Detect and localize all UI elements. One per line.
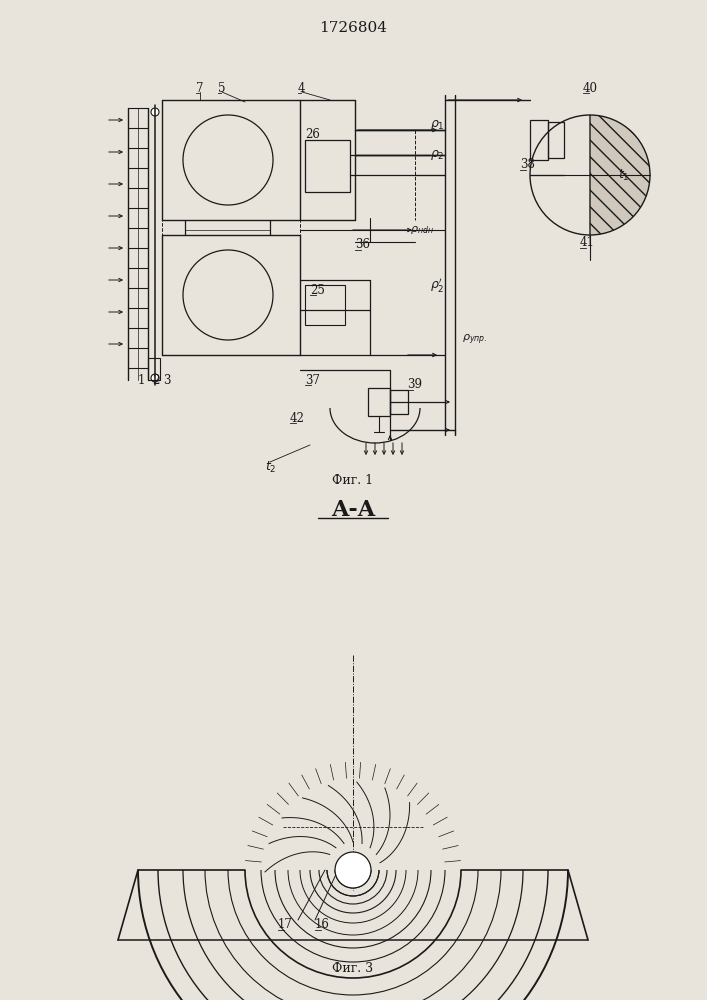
Text: A-A: A-A — [331, 499, 375, 521]
Text: 26: 26 — [305, 128, 320, 141]
Text: 4: 4 — [298, 82, 305, 95]
Text: 38: 38 — [520, 158, 535, 172]
Bar — [305, 140, 350, 192]
Text: 7: 7 — [196, 82, 204, 95]
Bar — [148, 358, 160, 380]
Text: 5: 5 — [218, 82, 226, 95]
Text: 37: 37 — [305, 373, 320, 386]
Text: 2: 2 — [152, 373, 159, 386]
Bar — [548, 122, 564, 158]
Text: $\rho_{нdн}$: $\rho_{нdн}$ — [410, 224, 434, 236]
Wedge shape — [590, 115, 650, 235]
Bar — [368, 388, 390, 416]
Text: $\rho_2$: $\rho_2$ — [430, 148, 445, 162]
Circle shape — [335, 852, 371, 888]
Text: $\rho_1$: $\rho_1$ — [430, 118, 445, 132]
Text: $t_1$: $t_1$ — [618, 167, 630, 183]
Circle shape — [151, 108, 159, 116]
Text: Фиг. 1: Фиг. 1 — [332, 474, 373, 487]
Bar — [390, 390, 408, 414]
Text: 16: 16 — [315, 918, 330, 932]
Text: $\rho_{упр.}$: $\rho_{упр.}$ — [462, 333, 487, 347]
Text: 25: 25 — [310, 284, 325, 296]
Text: 40: 40 — [583, 82, 598, 95]
Text: 42: 42 — [290, 412, 305, 424]
Text: 1726804: 1726804 — [319, 21, 387, 35]
Text: 17: 17 — [278, 918, 293, 932]
Bar — [530, 120, 548, 160]
Text: Фиг. 3: Фиг. 3 — [332, 962, 373, 974]
Text: $t_2$: $t_2$ — [265, 459, 276, 475]
Circle shape — [151, 374, 159, 382]
Text: 3: 3 — [163, 373, 170, 386]
Text: $\rho_2'$: $\rho_2'$ — [430, 276, 445, 294]
Text: 36: 36 — [355, 238, 370, 251]
Bar — [305, 285, 345, 325]
Text: 1: 1 — [138, 373, 146, 386]
Text: 39: 39 — [407, 378, 422, 391]
Text: 41: 41 — [580, 236, 595, 249]
